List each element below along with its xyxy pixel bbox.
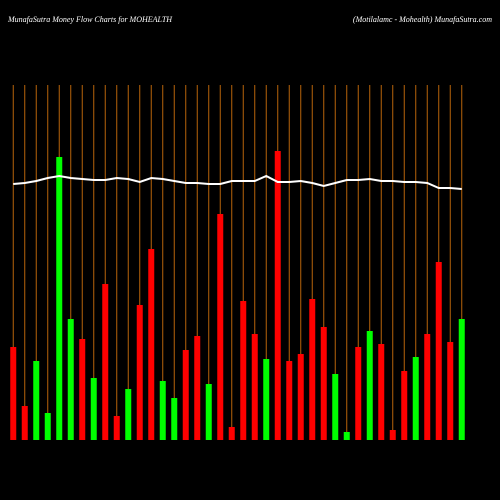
bar — [263, 359, 270, 440]
bar — [171, 398, 178, 440]
bar — [274, 151, 281, 440]
bar — [125, 389, 132, 440]
bar — [286, 361, 293, 440]
bar — [67, 319, 74, 440]
bar — [33, 361, 40, 440]
bar — [228, 427, 235, 440]
bar — [309, 299, 316, 440]
bar — [56, 157, 63, 440]
bar — [217, 214, 224, 440]
bar — [412, 357, 419, 440]
chart-subtitle: (Motilalamc - Mohealth) MunafaSutra.com — [353, 15, 492, 24]
bar — [102, 284, 109, 440]
price-line — [13, 174, 462, 190]
bar — [447, 342, 454, 440]
bar — [113, 416, 120, 440]
bar — [136, 305, 143, 440]
bar — [435, 262, 442, 440]
bar — [332, 374, 339, 440]
bar — [320, 327, 327, 440]
bar — [21, 406, 28, 440]
bar — [79, 339, 86, 440]
bar — [205, 384, 212, 440]
bar — [182, 350, 189, 440]
bar — [240, 301, 247, 440]
bar — [10, 347, 17, 440]
bar — [458, 319, 465, 440]
bar — [159, 381, 166, 440]
bar — [44, 413, 51, 440]
bar — [389, 430, 396, 440]
bar — [355, 347, 362, 440]
bar — [366, 331, 373, 440]
bar — [148, 249, 155, 440]
bar — [424, 334, 431, 440]
bar — [401, 371, 408, 440]
chart-title: MunafaSutra Money Flow Charts for MOHEAL… — [7, 15, 173, 24]
bar — [194, 336, 201, 440]
bar — [343, 432, 350, 440]
bar — [90, 378, 97, 440]
bar — [251, 334, 258, 440]
bar — [297, 354, 304, 440]
bar — [378, 344, 385, 440]
